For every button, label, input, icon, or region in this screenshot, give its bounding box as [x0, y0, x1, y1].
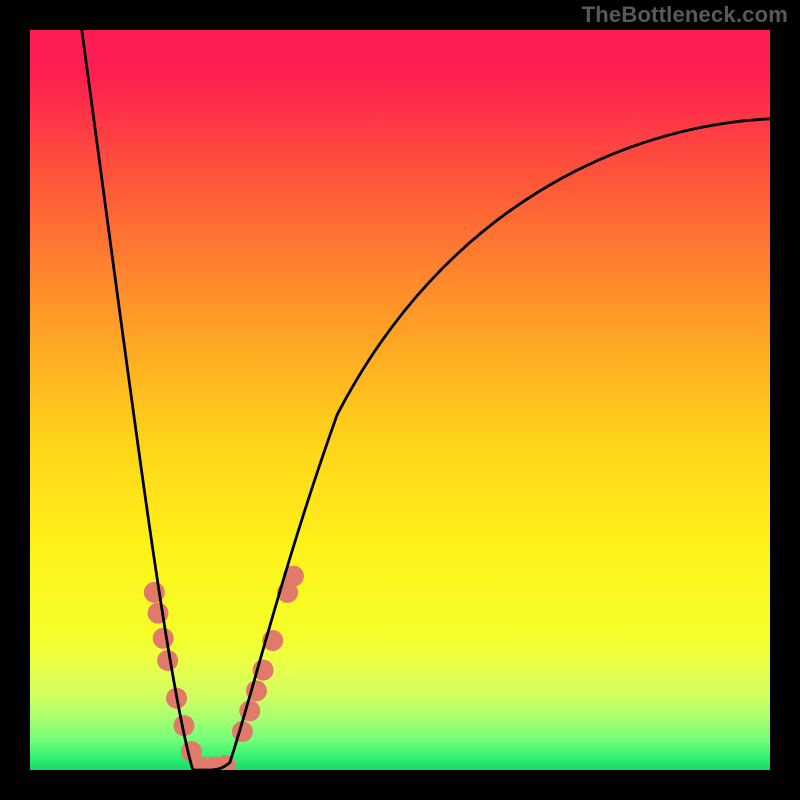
marker-point	[148, 603, 169, 624]
marker-point	[153, 628, 174, 649]
gradient-background	[30, 30, 770, 770]
bottleneck-curve-chart	[30, 30, 770, 770]
chart-frame: TheBottleneck.com	[0, 0, 800, 800]
watermark-label: TheBottleneck.com	[582, 2, 788, 28]
plot-area	[30, 30, 770, 770]
